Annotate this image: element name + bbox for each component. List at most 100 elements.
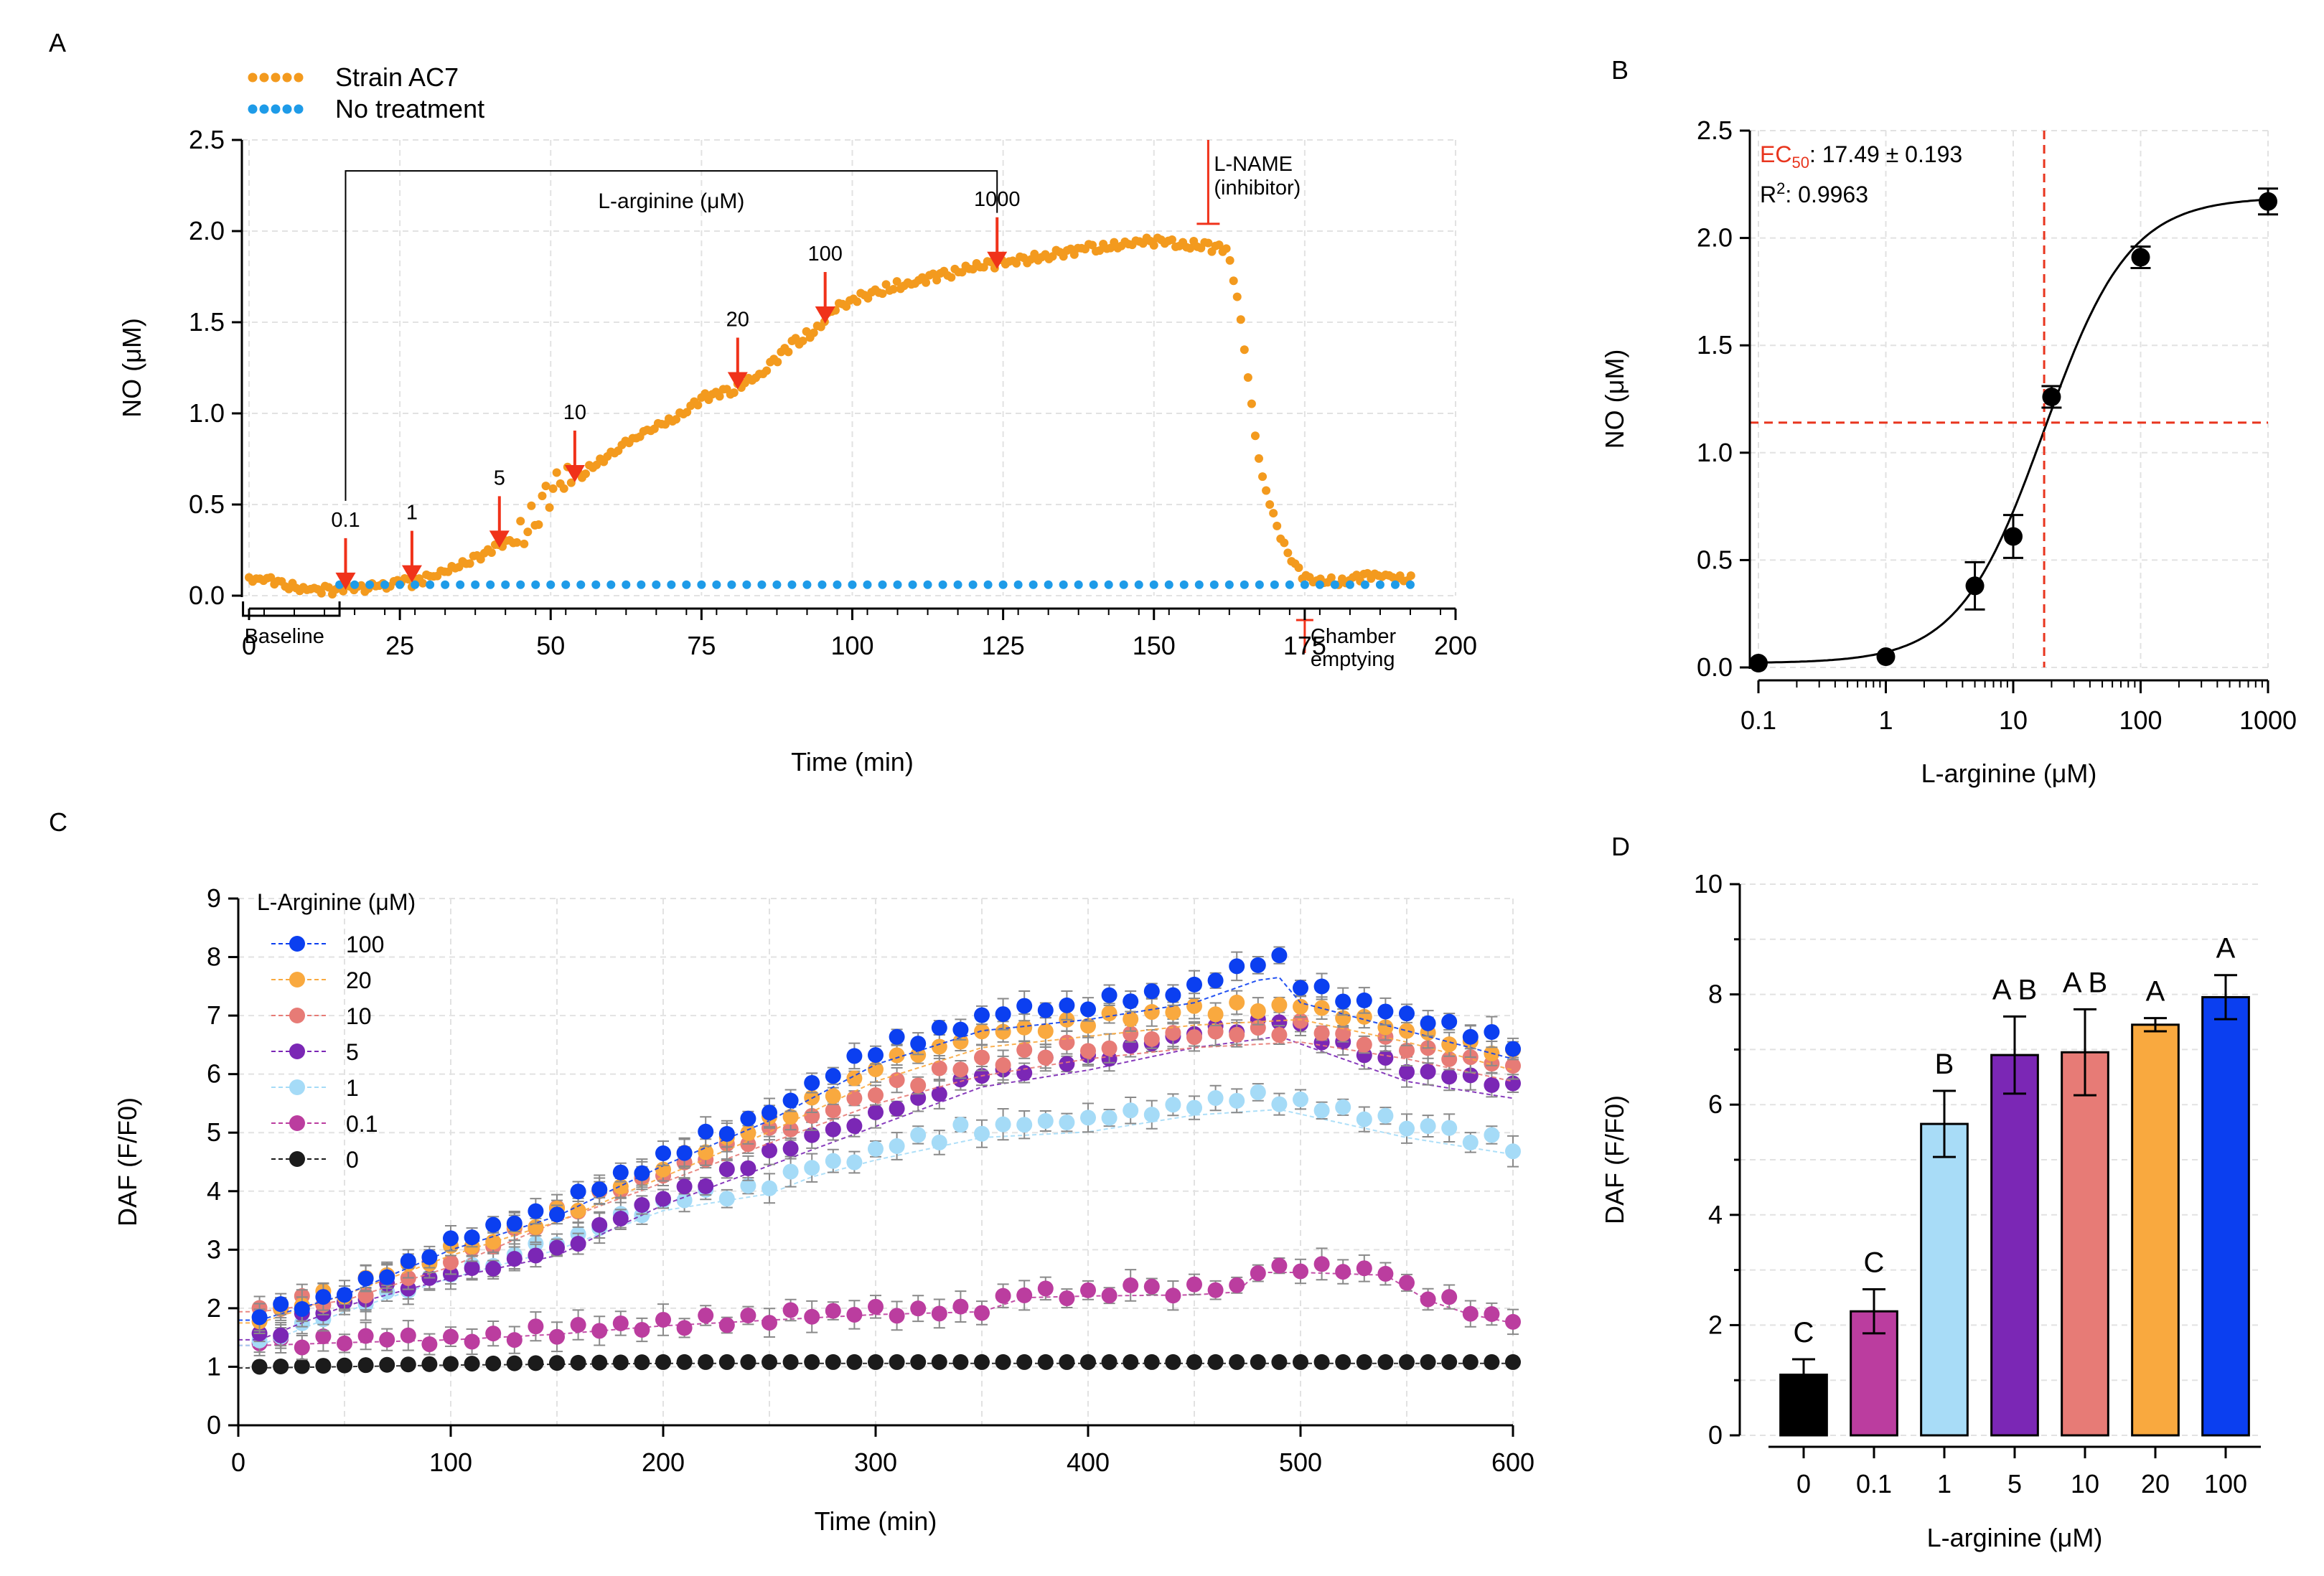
data-point-strain-ac7 (798, 336, 807, 345)
data-point-no-treatment (817, 580, 827, 589)
data-point-0 (315, 1358, 332, 1374)
significance-letter: C (1864, 1247, 1885, 1278)
data-point-0 (1293, 1354, 1308, 1370)
data-point-100 (846, 1048, 863, 1064)
data-point-0 (379, 1356, 395, 1373)
x-tick-label: 175 (1283, 631, 1326, 660)
legend-marker (289, 1115, 305, 1131)
data-point-0 (1123, 1354, 1139, 1370)
data-point-0 (528, 1355, 544, 1371)
data-point-20 (1101, 1005, 1118, 1021)
x-tick-label: 0 (231, 1448, 245, 1477)
data-point-1 (974, 1125, 990, 1142)
bar (2201, 995, 2250, 1437)
dose-arrow-head (564, 464, 585, 482)
data-point-100 (1356, 992, 1372, 1008)
x-tick-label: 20 (2141, 1469, 2170, 1498)
y-tick-label: 3 (207, 1234, 221, 1264)
data-point-20 (1399, 1023, 1415, 1039)
data-point-1 (889, 1138, 905, 1154)
y-tick-label: 8 (207, 942, 221, 972)
data-point-no-treatment (531, 580, 540, 589)
data-point-10 (1399, 1042, 1415, 1059)
data-point-1 (1441, 1120, 1458, 1136)
data-point-strain-ac7 (1232, 292, 1242, 301)
panel-a-baseline-label: Baseline (245, 625, 324, 648)
dose-arrow-head (401, 565, 422, 583)
data-point-0-1 (528, 1318, 544, 1335)
data-point-1 (868, 1140, 884, 1157)
data-point-5 (485, 1260, 502, 1277)
data-point-no-treatment (893, 580, 902, 589)
legend-marker (294, 72, 304, 83)
data-point-10 (1271, 1027, 1288, 1043)
data-point-100 (1505, 1041, 1521, 1057)
data-point-strain-ac7 (1258, 472, 1268, 482)
legend-marker (259, 72, 269, 83)
data-point-0-1 (443, 1328, 459, 1345)
data-point-0-1 (1059, 1290, 1075, 1307)
data-point-0 (974, 1354, 990, 1370)
data-point-strain-ac7 (1273, 521, 1282, 530)
dose-label: 10 (563, 401, 586, 424)
data-point-no-treatment (878, 580, 887, 589)
data-point-20 (1335, 1010, 1351, 1026)
r2-label: R (1760, 182, 1776, 207)
data-point-5 (1441, 1069, 1458, 1085)
data-point-5 (825, 1121, 841, 1138)
panel-label-d: D (1611, 832, 1630, 861)
data-point-no-treatment (968, 580, 978, 589)
legend-label: 0.1 (346, 1111, 378, 1137)
x-tick-label: 0 (242, 631, 256, 660)
data-point-100 (1484, 1023, 1500, 1040)
x-tick-label: 75 (687, 631, 716, 660)
x-tick-label: 1 (1878, 705, 1893, 735)
data-point-100 (251, 1309, 268, 1326)
x-tick-label: 0 (1796, 1469, 1811, 1498)
data-point-20 (1080, 1018, 1096, 1034)
data-point-0-1 (315, 1328, 332, 1345)
legend-marker (271, 104, 281, 114)
data-point-strain-ac7 (957, 268, 967, 277)
data-point-strain-ac7 (465, 559, 474, 568)
y-tick-label: 0 (207, 1410, 221, 1440)
data-point-strain-ac7 (892, 277, 901, 286)
data-point-100 (952, 1021, 969, 1038)
data-point-no-treatment (637, 580, 646, 589)
data-point-100 (506, 1215, 523, 1232)
data-point-no-treatment (1149, 580, 1158, 589)
panel-label-b: B (1611, 55, 1629, 85)
y-tick-label: 2 (1708, 1310, 1723, 1339)
data-point-0-1 (676, 1320, 693, 1336)
data-point-strain-ac7 (889, 285, 898, 294)
data-point-no-treatment (1255, 580, 1264, 589)
data-point-0-1 (1377, 1265, 1394, 1282)
data-point-no-treatment (953, 580, 962, 589)
x-tick-label: 100 (830, 631, 873, 660)
data-point-10 (995, 1057, 1011, 1074)
data-point-no-treatment (516, 580, 525, 589)
data-point-0 (868, 1354, 884, 1370)
data-point-0 (357, 1357, 374, 1374)
data-point-0-1 (337, 1335, 352, 1351)
data-point-0 (718, 1354, 735, 1370)
data-point-100 (1186, 976, 1202, 993)
legend-marker (289, 936, 305, 952)
data-point-100 (1101, 987, 1118, 1003)
data-point-strain-ac7 (1048, 252, 1057, 261)
ec50-value: : 17.49 ± 0.193 (1809, 141, 1962, 167)
x-tick-label: 300 (854, 1448, 897, 1477)
y-tick-label: 1.5 (189, 307, 225, 337)
data-point-no-treatment (501, 580, 510, 589)
data-point-strain-ac7 (729, 388, 739, 398)
data-point-5 (528, 1247, 544, 1264)
data-point-1 (1377, 1107, 1394, 1124)
data-point-100 (698, 1123, 714, 1140)
data-point-5 (570, 1236, 586, 1252)
data-point-100 (1377, 1003, 1394, 1020)
data-point-1 (1313, 1102, 1330, 1119)
legend-label: 5 (346, 1039, 359, 1065)
y-tick-label: 6 (207, 1059, 221, 1089)
legend-marker (259, 104, 269, 114)
y-tick-label: 7 (207, 1000, 221, 1030)
